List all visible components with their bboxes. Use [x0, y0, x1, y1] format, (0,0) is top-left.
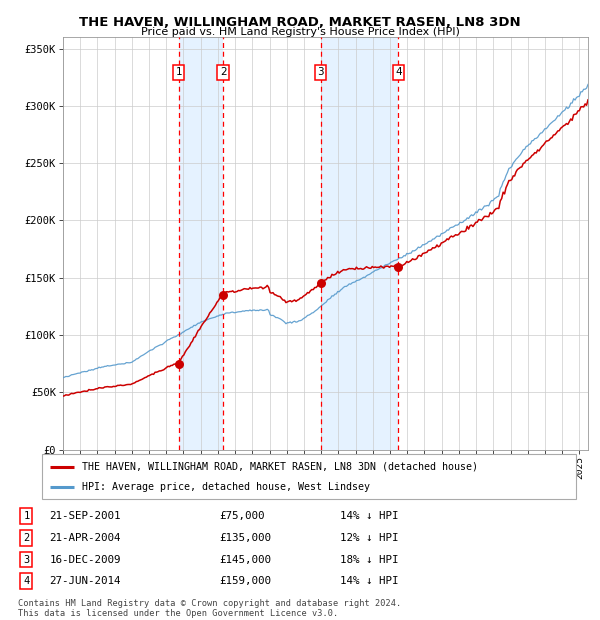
Text: Price paid vs. HM Land Registry's House Price Index (HPI): Price paid vs. HM Land Registry's House …: [140, 27, 460, 37]
Text: 27-JUN-2014: 27-JUN-2014: [49, 576, 121, 587]
Text: £159,000: £159,000: [220, 576, 271, 587]
Text: 3: 3: [23, 554, 29, 565]
Text: 21-SEP-2001: 21-SEP-2001: [49, 511, 121, 521]
Text: THE HAVEN, WILLINGHAM ROAD, MARKET RASEN, LN8 3DN (detached house): THE HAVEN, WILLINGHAM ROAD, MARKET RASEN…: [82, 461, 478, 472]
Text: 4: 4: [23, 576, 29, 587]
Text: 14% ↓ HPI: 14% ↓ HPI: [340, 576, 399, 587]
Text: 2: 2: [23, 533, 29, 543]
Text: £75,000: £75,000: [220, 511, 265, 521]
Text: 1: 1: [23, 511, 29, 521]
Text: 18% ↓ HPI: 18% ↓ HPI: [340, 554, 399, 565]
Text: £135,000: £135,000: [220, 533, 271, 543]
Text: 1: 1: [175, 67, 182, 78]
Text: £145,000: £145,000: [220, 554, 271, 565]
Text: Contains HM Land Registry data © Crown copyright and database right 2024.
This d: Contains HM Land Registry data © Crown c…: [18, 599, 401, 618]
Bar: [320, 37, 398, 450]
Text: 21-APR-2004: 21-APR-2004: [49, 533, 121, 543]
Text: 14% ↓ HPI: 14% ↓ HPI: [340, 511, 399, 521]
Text: 4: 4: [395, 67, 402, 78]
Text: THE HAVEN, WILLINGHAM ROAD, MARKET RASEN, LN8 3DN: THE HAVEN, WILLINGHAM ROAD, MARKET RASEN…: [79, 16, 521, 29]
Text: 3: 3: [317, 67, 324, 78]
Text: 12% ↓ HPI: 12% ↓ HPI: [340, 533, 399, 543]
Text: HPI: Average price, detached house, West Lindsey: HPI: Average price, detached house, West…: [82, 482, 370, 492]
Text: 16-DEC-2009: 16-DEC-2009: [49, 554, 121, 565]
Bar: [179, 37, 223, 450]
Text: 2: 2: [220, 67, 226, 78]
